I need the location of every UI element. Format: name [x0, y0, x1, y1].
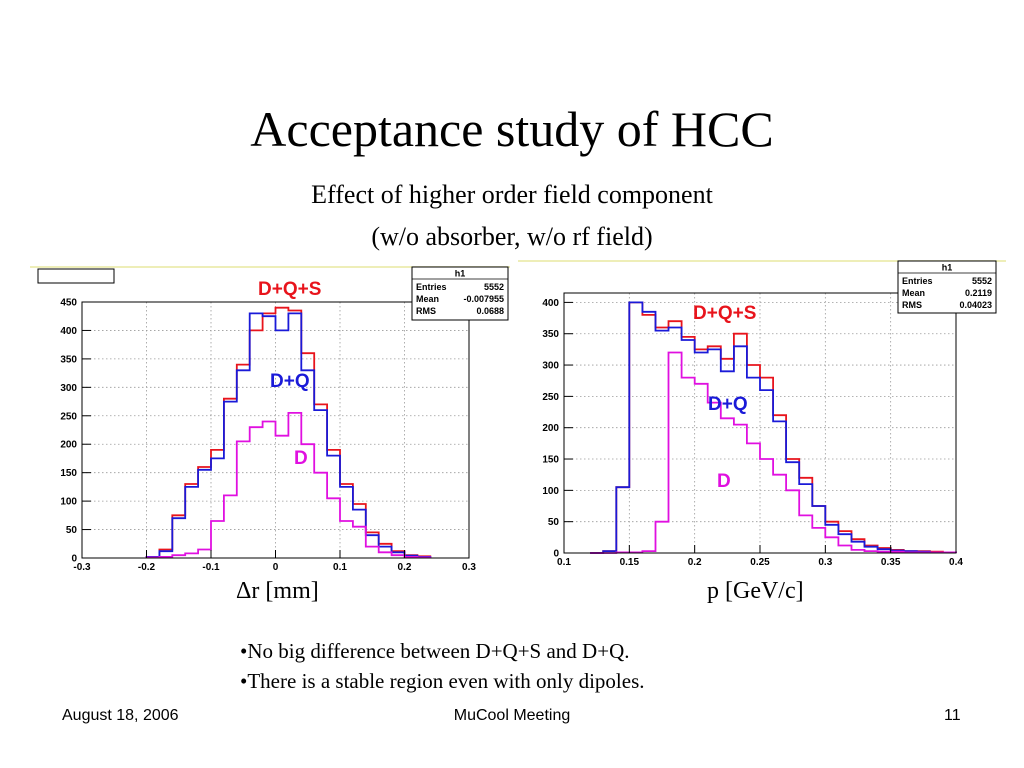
- y-tick-label: 450: [60, 298, 77, 309]
- stats-label: Mean: [902, 288, 925, 298]
- x-tick-label: 0.1: [333, 562, 347, 573]
- y-tick-label: 150: [60, 468, 77, 479]
- y-tick-label: 300: [542, 361, 559, 372]
- stats-label: Entries: [416, 282, 447, 292]
- stats-label: Mean: [416, 294, 439, 304]
- x-tick-label: -0.2: [138, 562, 156, 573]
- x-tick-label: -0.1: [202, 562, 220, 573]
- chart2-x-axis-label: p [GeV/c]: [707, 578, 804, 604]
- x-tick-label: -0.3: [73, 562, 91, 573]
- y-tick-label: 0: [71, 554, 77, 565]
- stats-box: [897, 260, 997, 314]
- series-label: D+Q: [270, 371, 310, 392]
- stats-label: Entries: [902, 276, 933, 286]
- histogram-line-d: [145, 412, 432, 559]
- bullet-item: •There is a stable region even with only…: [240, 669, 645, 693]
- y-tick-label: 400: [542, 298, 559, 309]
- stats-value: 5552: [484, 282, 504, 292]
- y-tick-label: 400: [60, 326, 77, 337]
- y-tick-label: 50: [66, 525, 78, 536]
- slide-title: Acceptance study of HCC: [250, 101, 774, 157]
- stats-value: 5552: [972, 276, 992, 286]
- stats-value: -0.007955: [463, 294, 504, 304]
- series-label: D+Q+S: [258, 279, 321, 300]
- x-tick-label: 0.1: [557, 557, 571, 568]
- y-tick-label: 50: [548, 517, 560, 528]
- footer-page-number: 11: [944, 707, 961, 724]
- x-tick-label: 0: [273, 562, 279, 573]
- histogram-delta-r: -0.3 -0.2 -0.1 0 0.1 0.2 0.3 0 50 100 150 200 250 300…: [30, 266, 510, 573]
- footer-date: August 18, 2006: [62, 707, 179, 724]
- chart1-x-axis-label: Δr [mm]: [236, 578, 319, 604]
- title-box: [37, 268, 115, 284]
- y-tick-label: 100: [542, 486, 559, 497]
- bullet-item: •No big difference between D+Q+S and D+Q…: [240, 639, 630, 663]
- histogram-momentum: 0.1 0.15 0.2 0.25 0.3 0.35 0.4 0 50 100 150 200 250 3…: [518, 260, 1006, 568]
- stats-box: [411, 266, 509, 321]
- y-tick-label: 250: [542, 392, 559, 403]
- stats-label: RMS: [902, 300, 922, 310]
- slide-subtitle-line1: Effect of higher order field component: [311, 180, 713, 209]
- y-tick-label: 150: [542, 455, 559, 466]
- x-tick-label: 0.35: [881, 557, 901, 568]
- x-tick-label: 0.15: [620, 557, 640, 568]
- y-tick-label: 350: [542, 329, 559, 340]
- y-tick-label: 250: [60, 411, 77, 422]
- x-tick-label: 0.4: [949, 557, 963, 568]
- y-tick-label: 300: [60, 383, 77, 394]
- slide-subtitle-line2: (w/o absorber, w/o rf field): [371, 222, 653, 251]
- bullet-list: •No big difference between D+Q+S and D+Q…: [240, 636, 645, 696]
- histogram-line-d-q-s: [145, 306, 432, 558]
- x-tick-label: 0.3: [462, 562, 476, 573]
- x-tick-label: 0.2: [398, 562, 412, 573]
- y-tick-label: 200: [60, 440, 77, 451]
- y-tick-label: 0: [553, 549, 559, 560]
- stats-value: 0.0688: [476, 306, 504, 316]
- stats-value: 0.04023: [959, 300, 992, 310]
- series-label: D: [294, 448, 308, 469]
- stats-label: RMS: [416, 306, 436, 316]
- histogram-line-d: [590, 351, 957, 554]
- histogram-line-d-q: [145, 312, 432, 558]
- stats-name: h1: [455, 269, 466, 279]
- x-tick-label: 0.25: [750, 557, 770, 568]
- series-label: D+Q: [708, 394, 748, 415]
- stats-name: h1: [942, 263, 953, 273]
- x-tick-label: 0.2: [688, 557, 702, 568]
- series-label: D: [717, 471, 731, 492]
- y-tick-label: 100: [60, 497, 77, 508]
- y-tick-label: 350: [60, 354, 77, 365]
- y-tick-label: 200: [542, 423, 559, 434]
- stats-value: 0.2119: [965, 288, 992, 298]
- x-tick-label: 0.3: [818, 557, 832, 568]
- footer-event: MuCool Meeting: [453, 707, 571, 724]
- series-label: D+Q+S: [693, 303, 756, 324]
